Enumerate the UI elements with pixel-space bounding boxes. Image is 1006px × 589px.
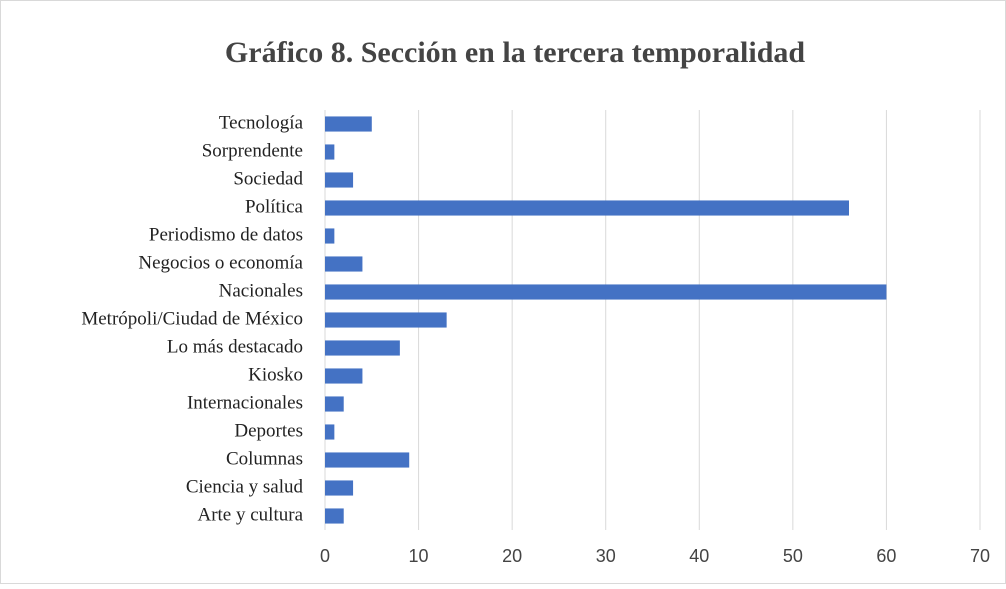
y-tick-label: Tecnología [219,112,304,133]
bar [325,340,400,356]
y-tick-label: Política [245,196,304,217]
bar [325,424,335,440]
x-tick-label: 60 [876,546,896,566]
x-tick-label: 10 [409,546,429,566]
bar [325,368,363,384]
y-tick-label: Metrópoli/Ciudad de México [81,308,303,329]
bar [325,116,372,132]
bar [325,172,354,188]
y-tick-label: Sorprendente [202,140,303,161]
bar [325,452,410,468]
x-tick-label: 70 [970,546,990,566]
y-tick-label: Lo más destacado [167,336,303,357]
bar [325,144,335,160]
y-tick-label: Periodismo de datos [149,224,303,245]
chart-title: Gráfico 8. Sección en la tercera tempora… [225,36,805,69]
bar [325,480,354,496]
bar [325,256,363,272]
bar [325,284,887,300]
y-tick-label: Internacionales [187,392,303,413]
y-tick-label: Kiosko [248,364,303,385]
x-tick-label: 20 [502,546,522,566]
y-tick-label: Nacionales [219,280,303,301]
bar [325,200,849,216]
bar [325,508,344,524]
bar [325,396,344,412]
bar [325,312,447,328]
x-tick-label: 30 [596,546,616,566]
y-tick-label: Deportes [234,420,303,441]
y-tick-label: Columnas [226,448,303,469]
x-tick-label: 40 [689,546,709,566]
x-tick-label: 0 [320,546,330,566]
y-tick-label: Ciencia y salud [186,476,304,497]
bar [325,228,335,244]
x-tick-label: 50 [783,546,803,566]
y-tick-label: Negocios o economía [138,252,303,273]
y-tick-label: Sociedad [233,168,303,189]
y-tick-label: Arte y cultura [197,504,303,525]
